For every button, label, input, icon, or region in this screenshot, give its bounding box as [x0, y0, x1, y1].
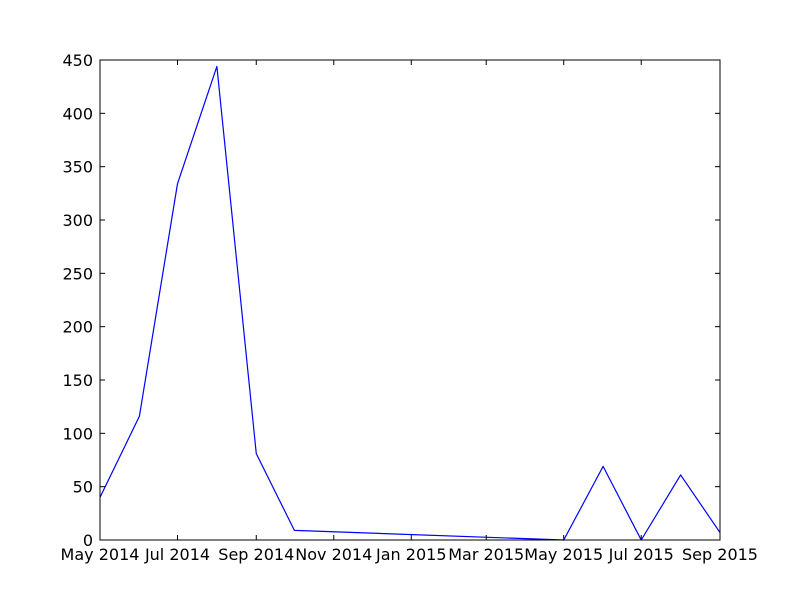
y-tick-label: 0 — [83, 531, 93, 550]
x-tick-label: Sep 2015 — [682, 545, 758, 564]
x-tick-label: Mar 2015 — [448, 545, 524, 564]
x-tick-label: Jan 2015 — [375, 545, 446, 564]
x-tick-label: Jul 2015 — [608, 545, 674, 564]
series-layer — [99, 65, 721, 541]
x-tick-label: Nov 2014 — [295, 545, 372, 564]
x-tick-label: May 2014 — [61, 545, 140, 564]
x-tick-label: Sep 2014 — [218, 545, 294, 564]
x-tick-label: Jul 2014 — [144, 545, 210, 564]
y-tick-label: 250 — [62, 264, 93, 283]
y-tick-label: 350 — [62, 158, 93, 177]
y-tick-label: 150 — [62, 371, 93, 390]
y-tick-label: 50 — [73, 478, 93, 497]
plot-frame — [99, 59, 721, 541]
y-tick-label: 450 — [62, 51, 93, 70]
y-tick-label: 200 — [62, 318, 93, 337]
series-line — [99, 65, 721, 541]
x-tick-label: May 2015 — [524, 545, 603, 564]
plot-background — [100, 60, 720, 540]
y-tick-label: 400 — [62, 104, 93, 123]
y-tick-label: 300 — [62, 211, 93, 230]
y-tick-label: 100 — [62, 424, 93, 443]
